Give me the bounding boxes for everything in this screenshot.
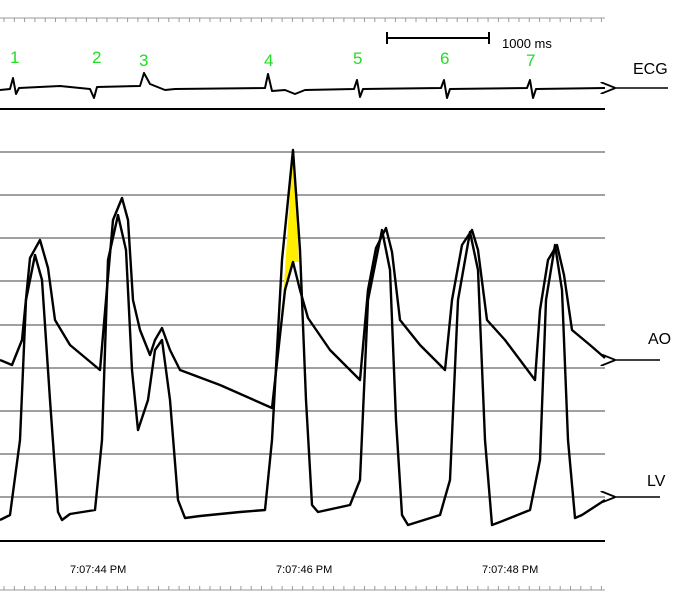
lv-trace bbox=[0, 148, 606, 527]
trace-label: AO bbox=[648, 331, 671, 348]
ruler-ticks bbox=[3, 18, 602, 590]
beat-label: 6 bbox=[440, 49, 449, 68]
beat-labels: 1 2 3 4 5 6 7 bbox=[10, 48, 535, 70]
time-label: 7:07:44 PM bbox=[70, 564, 126, 576]
scale-label: 1000 ms bbox=[502, 36, 552, 51]
ecg-trace bbox=[0, 72, 606, 99]
beat-label: 7 bbox=[526, 51, 535, 70]
trace-label: ECG bbox=[633, 61, 668, 78]
trace-label: LV bbox=[647, 473, 666, 490]
beat-label: 4 bbox=[264, 51, 273, 70]
beat-label: 1 bbox=[10, 48, 19, 67]
ao-trace bbox=[0, 196, 606, 410]
highlight-area bbox=[274, 148, 299, 408]
time-label: 7:07:46 PM bbox=[276, 564, 332, 576]
beat-label: 2 bbox=[92, 48, 101, 67]
beat-label: 5 bbox=[353, 49, 362, 68]
grid bbox=[0, 151, 605, 498]
time-label: 7:07:48 PM bbox=[482, 564, 538, 576]
beat-label: 3 bbox=[139, 51, 148, 70]
